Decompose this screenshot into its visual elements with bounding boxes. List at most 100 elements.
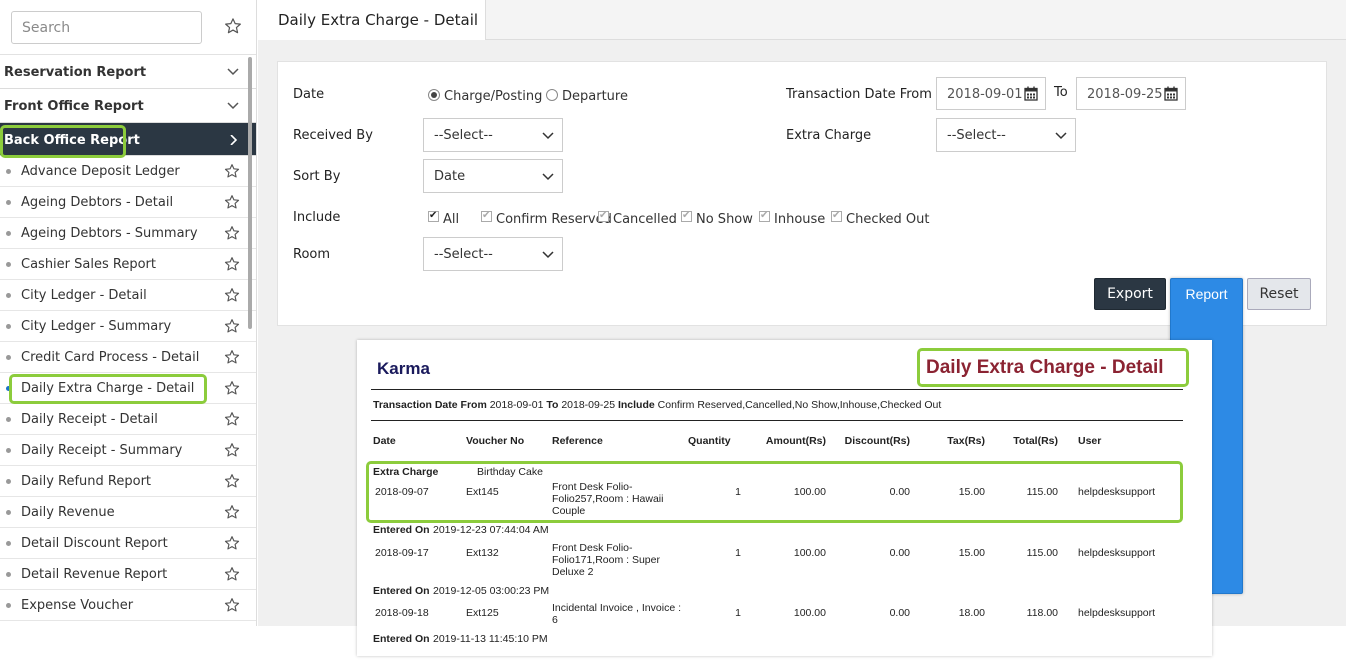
chevron-down-icon xyxy=(227,102,239,110)
section-front-office-report[interactable]: Front Office Report xyxy=(0,89,256,123)
star-icon[interactable] xyxy=(224,380,240,396)
sidebar-search-bar xyxy=(0,0,256,55)
sidebar-item[interactable]: Ageing Debtors - Detail xyxy=(0,187,256,218)
sidebar-item[interactable]: Detail Discount Report xyxy=(0,528,256,559)
star-icon[interactable] xyxy=(224,597,240,613)
chevron-down-icon xyxy=(227,68,239,76)
star-icon[interactable] xyxy=(224,411,240,427)
criteria-include: Confirm Reserved,Cancelled,No Show,Inhou… xyxy=(657,399,942,411)
star-icon[interactable] xyxy=(224,225,240,241)
transaction-date-to-input[interactable]: 2018-09-25 xyxy=(1076,77,1186,110)
sidebar-item-label: Cashier Sales Report xyxy=(21,257,156,272)
sidebar-item[interactable]: Expense Voucher xyxy=(0,590,256,621)
sidebar-item[interactable]: Daily Revenue xyxy=(0,497,256,528)
section-reservation-report[interactable]: Reservation Report xyxy=(0,55,256,89)
sidebar-item-label: Daily Receipt - Summary xyxy=(21,443,183,458)
sidebar-menu-list: Advance Deposit Ledger Ageing Debtors - D… xyxy=(0,156,256,621)
select-value: --Select-- xyxy=(434,128,493,143)
star-icon[interactable] xyxy=(224,194,240,210)
star-icon[interactable] xyxy=(224,287,240,303)
sort-by-select[interactable]: Date xyxy=(423,159,563,193)
sidebar-scrollbar[interactable] xyxy=(248,57,252,329)
star-icon[interactable] xyxy=(224,318,240,334)
chevron-down-icon xyxy=(542,251,554,259)
include-checkbox[interactable]: ✔ xyxy=(428,210,439,222)
sidebar-item-label: Expense Voucher xyxy=(21,598,134,613)
extra-charge-select[interactable]: --Select-- xyxy=(936,118,1076,152)
row-voucher: Ext132 xyxy=(466,547,499,559)
star-icon[interactable] xyxy=(224,17,242,35)
sidebar-item[interactable]: Credit Card Process - Detail xyxy=(0,342,256,373)
sidebar-item[interactable]: City Ledger - Detail xyxy=(0,280,256,311)
row-reference: Front Desk Folio- xyxy=(552,542,633,554)
sidebar-item[interactable]: Advance Deposit Ledger xyxy=(0,156,256,187)
section-label: Front Office Report xyxy=(4,99,144,114)
search-input[interactable] xyxy=(11,11,202,44)
column-header: User xyxy=(1078,435,1102,447)
highlight-box xyxy=(366,461,1183,523)
row-amount: 100.00 xyxy=(793,486,826,498)
sort-by-label: Sort By xyxy=(293,169,341,184)
sidebar-item-label: Daily Revenue xyxy=(21,505,115,520)
tab-bar: Daily Extra Charge - Detail xyxy=(258,0,1346,41)
calendar-icon[interactable] xyxy=(1164,86,1178,101)
sidebar-item[interactable]: City Ledger - Summary xyxy=(0,311,256,342)
column-header: Discount(Rs) xyxy=(844,435,910,447)
radio-charge-posting[interactable] xyxy=(428,89,440,101)
filter-panel: Date Charge/Posting Departure Received B… xyxy=(277,61,1327,594)
received-by-select[interactable]: --Select-- xyxy=(423,118,563,152)
room-select[interactable]: --Select-- xyxy=(423,237,563,271)
entered-on-value: 2019-12-05 03:00:23 PM xyxy=(433,585,550,597)
select-value: --Select-- xyxy=(434,247,493,262)
export-button[interactable]: Export xyxy=(1094,278,1166,310)
highlight-box xyxy=(917,348,1189,387)
sidebar-item[interactable]: Daily Receipt - Detail xyxy=(0,404,256,435)
bullet-icon xyxy=(6,231,11,236)
row-user: helpdesksupport xyxy=(1078,547,1156,559)
include-checkbox-label: No Show xyxy=(696,212,753,227)
row-discount: 0.00 xyxy=(889,607,910,619)
star-icon[interactable] xyxy=(224,566,240,582)
row-reference: Folio257,Room : Hawaii xyxy=(552,493,664,505)
entered-on-value: 2019-11-13 11:45:10 PM xyxy=(433,633,548,645)
sidebar-item-label: Ageing Debtors - Detail xyxy=(21,195,174,210)
sidebar-item[interactable]: Ageing Debtors - Summary xyxy=(0,218,256,249)
sidebar-item[interactable]: Detail Revenue Report xyxy=(0,559,256,590)
bullet-icon xyxy=(6,200,11,205)
bullet-icon xyxy=(6,262,11,267)
radio-departure[interactable] xyxy=(546,89,558,101)
star-icon[interactable] xyxy=(224,349,240,365)
include-checkbox[interactable]: ✔ xyxy=(598,210,609,222)
row-reference: 6 xyxy=(552,614,558,626)
include-checkbox[interactable]: ✔ xyxy=(681,210,692,222)
star-icon[interactable] xyxy=(224,473,240,489)
section-back-office-report[interactable]: Back Office Report xyxy=(0,123,256,156)
include-checkbox[interactable]: ✔ xyxy=(759,210,770,222)
calendar-icon[interactable] xyxy=(1024,86,1038,101)
star-icon[interactable] xyxy=(224,504,240,520)
star-icon[interactable] xyxy=(224,442,240,458)
star-icon[interactable] xyxy=(224,535,240,551)
row-total: 115.00 xyxy=(1026,486,1058,498)
check-icon: ✔ xyxy=(682,210,691,221)
row-date: 2018-09-18 xyxy=(375,607,429,619)
include-checkbox[interactable]: ✔ xyxy=(831,210,842,222)
row-reference: Folio171,Room : Super xyxy=(552,554,660,566)
chevron-down-icon xyxy=(542,132,554,140)
star-icon[interactable] xyxy=(224,256,240,272)
bullet-icon xyxy=(6,510,11,515)
tab-daily-extra-charge-detail[interactable]: Daily Extra Charge - Detail xyxy=(258,0,486,41)
star-icon[interactable] xyxy=(224,163,240,179)
check-icon: ✔ xyxy=(599,210,608,221)
divider xyxy=(371,420,1183,421)
row-total: 118.00 xyxy=(1026,607,1058,619)
sidebar-item[interactable]: Cashier Sales Report xyxy=(0,249,256,280)
reset-button[interactable]: Reset xyxy=(1247,278,1311,310)
column-header: Total(Rs) xyxy=(1013,435,1058,447)
sidebar-item[interactable]: Daily Refund Report xyxy=(0,466,256,497)
sidebar-item[interactable]: Daily Receipt - Summary xyxy=(0,435,256,466)
transaction-date-from-input[interactable]: 2018-09-01 xyxy=(936,77,1046,110)
report-title: Daily Extra Charge - Detail xyxy=(926,357,1164,378)
criteria-to-label: To xyxy=(546,399,559,411)
include-checkbox[interactable]: ✔ xyxy=(481,210,492,222)
